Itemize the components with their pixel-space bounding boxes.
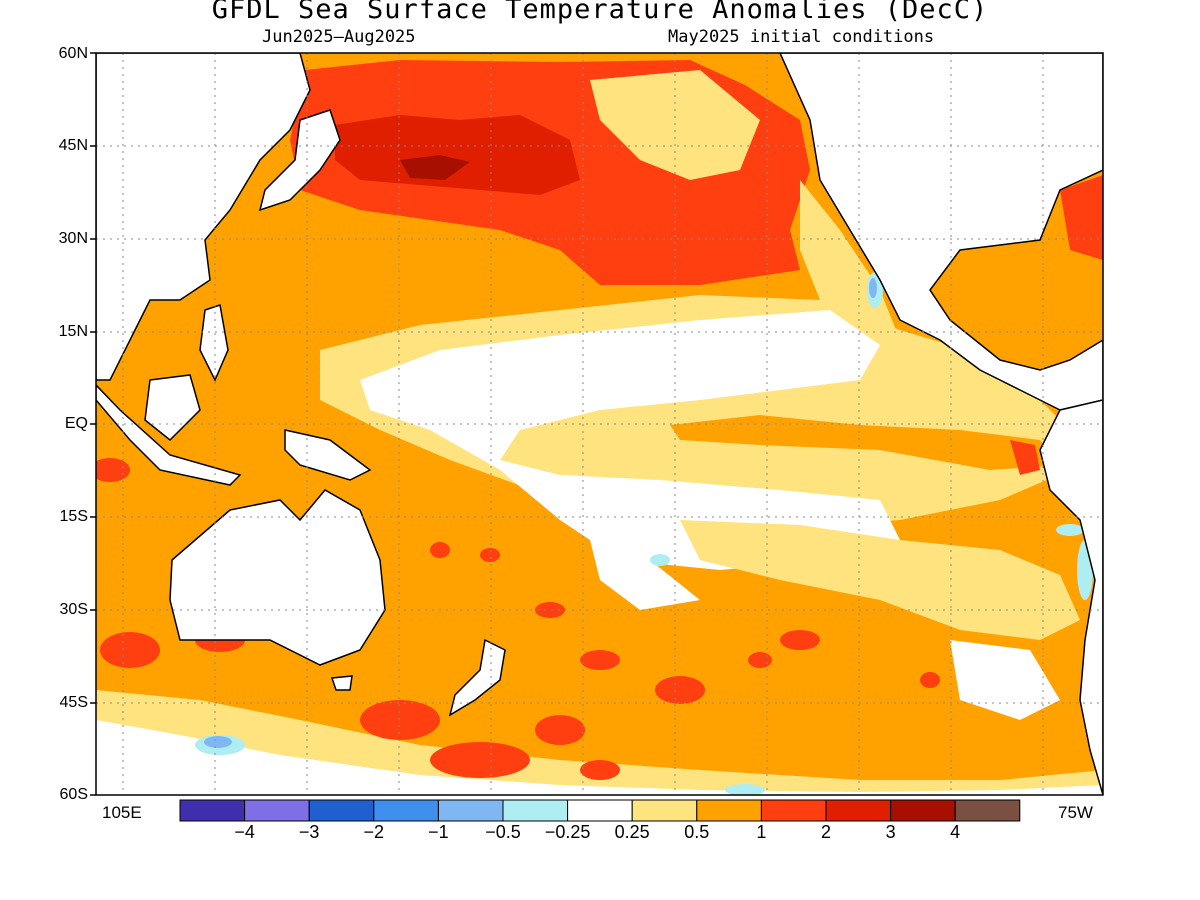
- equatorial-warm-tongue: [670, 415, 1060, 470]
- initial-conditions-subtitle: May2025 initial conditions: [668, 27, 935, 47]
- peru-coast-strong-anomaly: [1010, 440, 1040, 475]
- north-pacific-peak-anomaly: [400, 155, 470, 180]
- lat-label-15n: 15N: [58, 323, 88, 340]
- lon-label-right: 75W: [1058, 803, 1093, 822]
- colorbar-label-10: 3: [885, 822, 896, 842]
- colorbar-swatch-7: [631, 799, 698, 822]
- sumatra-java-landmass: [96, 383, 242, 486]
- colorbar-label-3: −1: [428, 822, 449, 842]
- colorbar-swatch-4: [437, 799, 504, 822]
- lat-label-60n: 60N: [58, 45, 88, 62]
- grid-lines: [96, 53, 1103, 795]
- colorbar-label-4: −0.5: [485, 822, 521, 842]
- colorbar-label-7: 0.5: [684, 822, 710, 842]
- tasmania-landmass: [330, 675, 353, 691]
- lon-label-left: 105E: [102, 803, 142, 822]
- lat-label-45s: 45S: [59, 694, 88, 711]
- colorbar-swatch-11: [890, 799, 956, 822]
- colorbar-swatch-1: [244, 799, 310, 822]
- lat-label-eq: EQ: [64, 415, 88, 432]
- southeast-pacific-neutral-2: [950, 640, 1060, 720]
- season-subtitle: Jun2025—Aug2025: [262, 27, 416, 47]
- north-pacific-core-anomaly: [335, 115, 580, 195]
- equatorial-neutral-band: [360, 310, 900, 570]
- chart-title: GFDL Sea Surface Temperature Anomalies (…: [211, 0, 989, 25]
- lat-label-30n: 30N: [58, 230, 88, 247]
- lat-label-45n: 45N: [58, 137, 88, 154]
- new-zealand-landmass: [448, 638, 506, 717]
- lat-label-60s: 60S: [59, 786, 88, 803]
- colorbar-swatch-10: [825, 799, 892, 822]
- colorbar-label-6: 0.25: [614, 822, 650, 842]
- colorbar-swatch-0: [179, 799, 246, 822]
- colorbar-swatch-6: [567, 799, 633, 822]
- moderate-cool-spots: [204, 278, 877, 748]
- colorbar-swatch-8: [696, 799, 762, 822]
- colorbar-label-11: 4: [950, 822, 961, 842]
- north-america-landmass: [779, 53, 1103, 411]
- colorbar-label-5: −0.25: [544, 822, 591, 842]
- gulf-of-mexico-anomaly: [960, 235, 1103, 340]
- colorbar-swatch-2: [308, 799, 375, 822]
- philippines-landmass: [199, 304, 229, 382]
- japan-landmass: [258, 109, 341, 212]
- colorbar-label-0: −4: [234, 822, 255, 842]
- colorbar-swatch-5: [502, 799, 569, 822]
- southeast-pacific-neutral: [590, 540, 700, 610]
- colorbar-swatch-3: [373, 799, 439, 822]
- lat-label-30s: 30S: [59, 601, 88, 618]
- colorbar-swatch-9: [760, 799, 827, 822]
- colorbar-label-9: 2: [820, 822, 832, 842]
- lat-label-15s: 15S: [59, 508, 88, 525]
- new-guinea-landmass: [284, 429, 372, 481]
- south-america-landmass: [1039, 399, 1103, 795]
- land-masses: [96, 53, 1103, 795]
- colorbar-label-2: −2: [363, 822, 385, 842]
- southern-ocean-neutral-band: [96, 720, 1103, 795]
- colorbar-label-8: 1: [756, 822, 767, 842]
- axis-ticks: [90, 52, 96, 796]
- borneo-landmass: [144, 374, 201, 442]
- colorbar-swatch-12: [954, 799, 1021, 822]
- colorbar-label-1: −3: [298, 822, 320, 842]
